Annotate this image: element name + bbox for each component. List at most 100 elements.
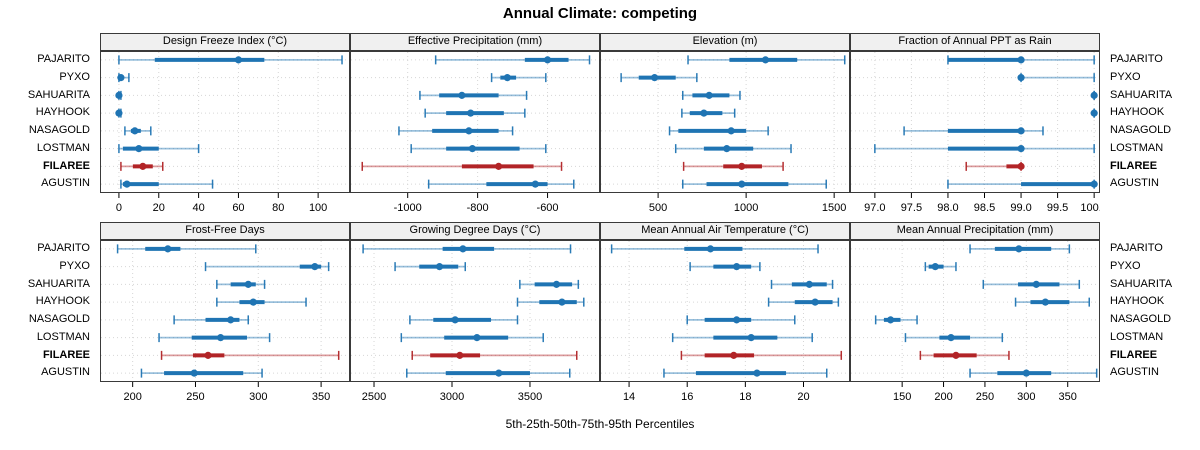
site-label-left-0-pajarito: PAJARITO [37,53,90,65]
series-pyxo [490,73,547,83]
series-pyxo [620,73,698,83]
series-lostman [410,144,547,154]
median-dot [468,145,476,153]
series-filaree [682,161,784,171]
tick-label: 18 [739,391,751,403]
median-dot [947,334,955,342]
series-hayhook [767,297,840,307]
panel-frost-free-days: Frost-Free Days 200 250 300 350 [100,222,350,408]
series-lostman [904,333,1004,343]
tick-label: 100 [309,202,327,214]
plot-title: Annual Climate: competing [502,5,698,22]
strip-header-effective-precipitation-mm: Effective Precipitation (mm) [350,33,600,51]
site-label-right-0-agustin: AGUSTIN [1110,177,1159,190]
tick-label: -1000 [394,202,422,214]
tick-label: 1000 [734,202,758,214]
site-label-left-0-nasagold: NASAGOLD [28,124,90,136]
right-site-labels: PAJARITO PYXO SAHUARITA HAYHOOK NASAGOLD LOST… [1105,0,1200,450]
median-dot [558,298,566,306]
series-pyxo [117,73,130,83]
series-agustin [406,368,571,378]
x-axis-fraction-of-annual-ppt-as-rain: 97.0 97.5 98.0 98.5 99.0 99.5 100.0 [864,193,1100,214]
median-dot [761,56,770,64]
x-axis-effective-precipitation-mm: -1000 -800 -600 [394,193,559,214]
panel-border [850,240,1100,382]
site-label-right-0-lostman: LOSTMAN [1110,141,1164,154]
series-sahuarita [770,279,834,289]
median-dot [465,127,473,135]
median-dot [164,245,172,253]
median-dot [1090,180,1098,188]
tick-label: 14 [623,391,635,403]
site-label-left-0-filaree: FILAREE [42,159,90,172]
tick-label: 250 [976,391,994,403]
median-dot [723,145,731,153]
median-dot [650,74,659,82]
series-sahuarita [419,90,528,100]
panel-border [100,51,350,193]
panel-border [350,240,600,382]
median-dot [190,369,198,377]
x-axis-design-freeze-index-c: 0 20 40 60 80 100 [116,193,327,214]
tick-label: 98.0 [937,202,958,214]
median-dot [747,334,755,342]
site-label-left-1-nasagold: NASAGOLD [28,313,90,325]
median-dot [1032,280,1040,288]
site-label-right-1-agustin: AGUSTIN [1110,366,1159,379]
series-agustin [947,179,1098,189]
series-pajarito [362,244,572,254]
series-nasagold [409,315,519,325]
series-nasagold [173,315,249,325]
tick-label: 40 [192,202,204,214]
tick-label: 60 [232,202,244,214]
site-label-left-0-hayhook: HAYHOOK [35,106,90,119]
series-sahuarita [519,279,580,289]
median-dot [738,162,746,170]
series-sahuarita [216,279,266,289]
median-dot [1017,74,1025,82]
tick-label: 500 [649,202,667,214]
series-pyxo [204,262,330,272]
site-label-right-0-pajarito: PAJARITO [1110,53,1163,65]
site-label-right-0-pyxo: PYXO [1110,70,1141,83]
series-hayhook [216,297,307,307]
site-label-right-1-nasagold: NASAGOLD [1110,313,1172,325]
site-label-left-1-pajarito: PAJARITO [37,242,90,254]
median-dot [459,245,467,253]
median-dot [730,351,738,359]
panel-mean-annual-precipitation-mm: Mean Annual Precipitation (mm) 150 200 250 3… [850,222,1100,408]
series-nasagold [686,315,796,325]
series-pyxo [1017,73,1095,83]
median-dot [733,263,741,271]
series-sahuarita [982,279,1081,289]
site-label-left-1-hayhook: HAYHOOK [35,295,90,308]
median-dot [123,180,131,188]
median-dot [1090,91,1098,99]
median-dot [753,369,761,377]
tick-label: 16 [681,391,693,403]
series-pajarito [118,55,343,65]
tick-label: 97.0 [864,202,885,214]
tick-label: 97.5 [901,202,922,214]
series-nasagold [874,315,918,325]
site-label-left-1-sahuarita: SAHUARITA [27,277,90,290]
panel-growing-degree-days-c: Growing Degree Days (°C) 2500 3000 3500 [350,222,600,408]
series-hayhook [516,297,585,307]
tick-label: 300 [249,391,267,403]
series-sahuarita [681,90,741,100]
median-dot [531,180,539,188]
series-agustin [681,179,827,189]
tick-label: 3000 [440,391,464,403]
median-dot [705,91,713,99]
series-pajarito [947,55,1095,65]
plot-area-fraction-of-annual-ppt-as-rain [850,51,1100,193]
median-dot [217,334,225,342]
plot-area-frost-free-days [100,240,350,382]
median-dot [117,74,125,82]
tick-label: 350 [1059,391,1077,403]
median-dot [244,280,252,288]
series-filaree [120,161,164,171]
median-dot [139,162,147,170]
panel-border [600,240,850,382]
